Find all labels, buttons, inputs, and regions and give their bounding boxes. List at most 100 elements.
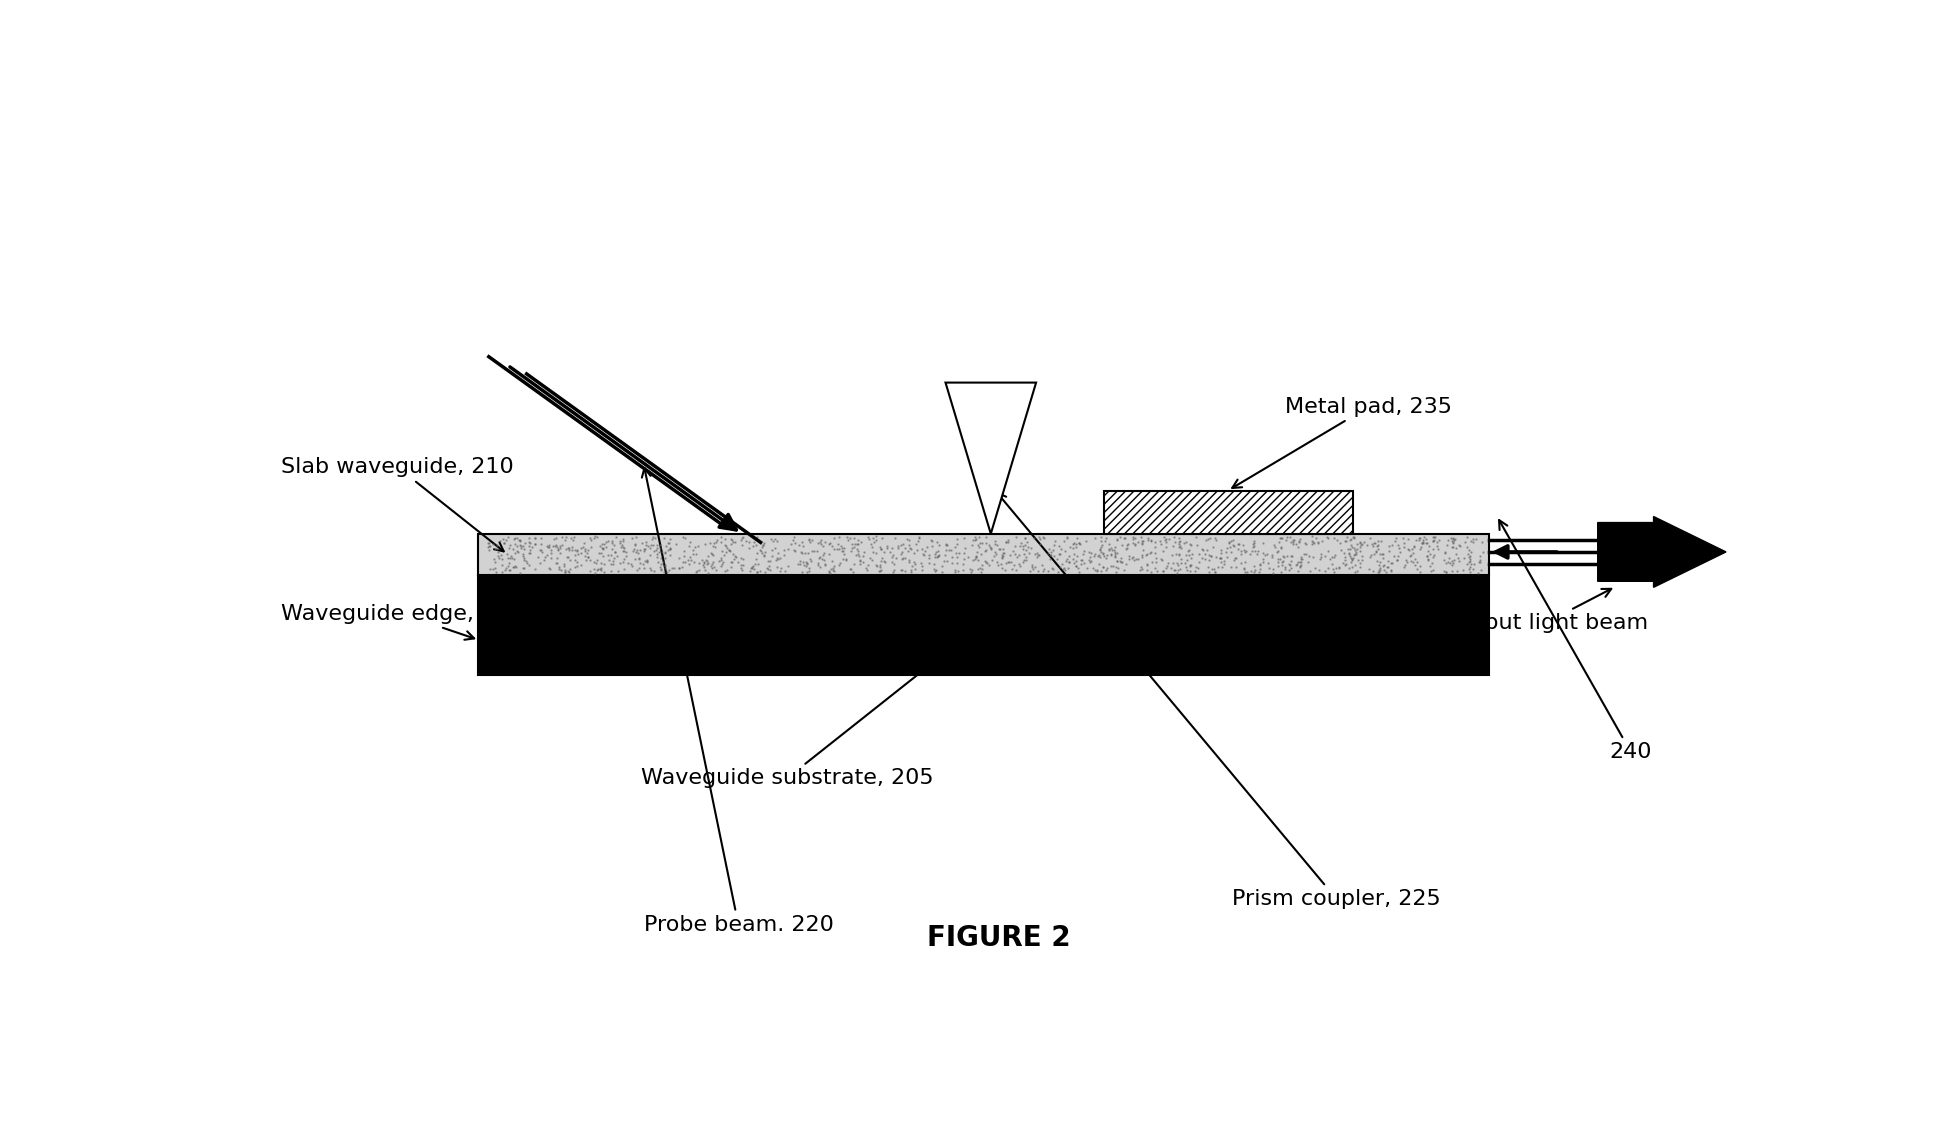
Point: [479, 550, 510, 568]
Point: [1465, 553, 1496, 571]
Point: [709, 536, 740, 554]
Point: [1147, 562, 1179, 580]
Point: [1422, 533, 1453, 551]
Point: [1052, 550, 1083, 568]
Point: [882, 537, 914, 555]
Point: [962, 543, 993, 561]
Point: [1112, 539, 1143, 557]
Point: [1247, 553, 1278, 571]
Point: [762, 532, 793, 550]
Point: [980, 532, 1011, 550]
Point: [1387, 530, 1418, 548]
Point: [1332, 527, 1364, 545]
Point: [976, 551, 1007, 569]
Point: [1190, 541, 1221, 559]
Point: [986, 549, 1017, 567]
Point: [919, 543, 951, 561]
Point: [960, 549, 992, 567]
Point: [512, 557, 543, 574]
Point: [514, 534, 545, 552]
Point: [499, 531, 530, 549]
Point: [1229, 553, 1260, 571]
Text: Output light beam: Output light beam: [1443, 589, 1648, 633]
Point: [561, 553, 592, 571]
Point: [1432, 536, 1463, 554]
Point: [1212, 539, 1243, 557]
Point: [1025, 530, 1056, 548]
Point: [489, 534, 520, 552]
Point: [660, 535, 692, 553]
Point: [867, 550, 898, 568]
Point: [573, 548, 604, 565]
Point: [1405, 558, 1436, 576]
Point: [1256, 545, 1288, 563]
Point: [851, 528, 882, 546]
Point: [818, 557, 849, 574]
Point: [668, 527, 699, 545]
Point: [668, 546, 699, 564]
Point: [1009, 551, 1040, 569]
Point: [789, 557, 820, 574]
Point: [992, 553, 1023, 571]
Point: [569, 546, 600, 564]
Point: [1438, 554, 1469, 572]
Point: [865, 561, 896, 579]
Point: [588, 555, 619, 573]
Point: [1097, 541, 1128, 559]
Point: [1366, 532, 1397, 550]
Point: [1403, 561, 1434, 579]
Point: [645, 554, 676, 572]
Point: [579, 528, 610, 546]
Point: [995, 553, 1027, 571]
Point: [1190, 550, 1221, 568]
Point: [1011, 549, 1042, 567]
Point: [1118, 536, 1149, 554]
Point: [1319, 548, 1350, 565]
Point: [748, 536, 779, 554]
Point: [727, 535, 758, 553]
Point: [699, 537, 730, 555]
Point: [1130, 546, 1161, 564]
Point: [542, 541, 573, 559]
Point: [501, 542, 532, 560]
Point: [1284, 557, 1315, 574]
Point: [1019, 545, 1050, 563]
Point: [1132, 555, 1163, 573]
Point: [1256, 560, 1288, 578]
Point: [508, 540, 540, 558]
Point: [621, 528, 653, 546]
Point: [892, 531, 923, 549]
Point: [1336, 531, 1367, 549]
Point: [551, 527, 582, 545]
Point: [1079, 528, 1110, 546]
Point: [1075, 552, 1106, 570]
Point: [1009, 545, 1040, 563]
Point: [992, 533, 1023, 551]
Point: [1019, 528, 1050, 546]
Point: [914, 554, 945, 572]
Point: [1159, 561, 1190, 579]
Point: [943, 562, 974, 580]
Point: [1023, 528, 1054, 546]
Point: [962, 536, 993, 554]
Point: [865, 559, 896, 577]
Point: [1068, 554, 1099, 572]
Point: [1305, 550, 1336, 568]
Point: [740, 550, 771, 568]
Point: [966, 560, 997, 578]
Point: [1155, 559, 1186, 577]
Point: [1208, 555, 1239, 573]
Point: [1383, 539, 1414, 557]
Point: [553, 563, 584, 581]
Point: [925, 558, 956, 576]
Point: [1101, 552, 1132, 570]
Point: [1229, 541, 1260, 559]
Point: [528, 551, 559, 569]
Point: [1336, 553, 1367, 571]
Point: [824, 540, 855, 558]
Point: [906, 554, 937, 572]
Point: [1453, 561, 1484, 579]
Point: [1110, 540, 1142, 558]
Point: [738, 560, 769, 578]
Point: [1364, 563, 1395, 581]
